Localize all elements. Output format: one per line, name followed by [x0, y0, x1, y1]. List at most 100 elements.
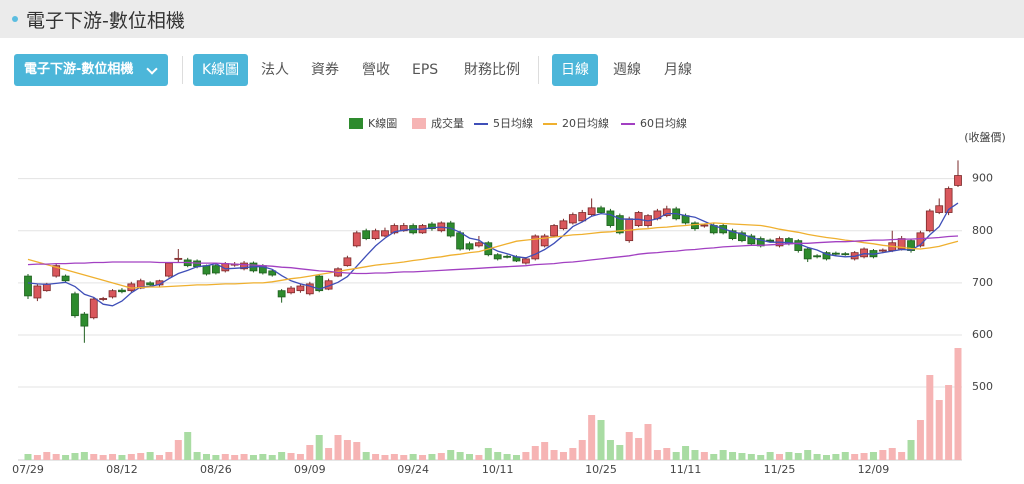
- legend-swatch: [349, 118, 363, 129]
- volume-bar: [644, 424, 652, 460]
- volume-bar: [785, 452, 793, 460]
- tab[interactable]: 財務比例: [464, 62, 520, 78]
- volume-bar: [578, 440, 586, 460]
- volume-bar: [907, 440, 915, 460]
- volume-bar: [325, 448, 333, 460]
- volume-bar: [343, 440, 351, 460]
- candle-body: [456, 232, 465, 250]
- candle-body: [381, 230, 389, 237]
- volume-bar: [813, 454, 821, 460]
- volume-bar: [80, 452, 88, 460]
- candle-body: [550, 225, 558, 237]
- candle-body: [559, 220, 568, 230]
- volume-bar: [663, 448, 671, 460]
- candle-body: [33, 285, 42, 299]
- volume-bar: [118, 455, 126, 460]
- category-dropdown[interactable]: 電子下游-數位相機: [14, 54, 168, 86]
- candle-body: [343, 257, 352, 267]
- candle-body: [99, 298, 108, 300]
- candle-body: [305, 283, 314, 295]
- tab[interactable]: 營收: [362, 62, 390, 78]
- candle-body: [831, 252, 840, 255]
- candle-body: [108, 290, 117, 298]
- candle-body: [202, 265, 211, 275]
- candle-body: [315, 275, 324, 292]
- candle-body: [578, 212, 587, 222]
- volume-bar: [240, 454, 248, 460]
- legend-label: 成交量: [431, 116, 464, 130]
- legend-label: 20日均線: [562, 116, 609, 130]
- candle-body: [587, 207, 596, 216]
- volume-bar: [146, 452, 154, 460]
- candle-body: [597, 207, 605, 213]
- moving-average-line: [27, 235, 959, 275]
- candle-body: [503, 255, 511, 258]
- candle-body: [428, 223, 436, 230]
- volume-bar: [33, 455, 41, 460]
- candle-body: [681, 215, 690, 224]
- volume-bar: [522, 452, 530, 460]
- moving-average-line: [27, 222, 959, 289]
- volume-bar: [212, 455, 220, 460]
- volume-bar: [588, 415, 596, 460]
- volume-bar: [99, 455, 107, 460]
- volume-bar: [841, 452, 849, 460]
- tab[interactable]: 法人: [261, 62, 289, 78]
- volume-bar: [757, 455, 765, 460]
- candle-body: [352, 232, 361, 247]
- x-tick-label: 10/25: [585, 463, 617, 476]
- candle-body: [80, 313, 89, 327]
- candle-body: [935, 205, 944, 213]
- volume-bar: [484, 448, 492, 460]
- tab[interactable]: 月線: [664, 62, 692, 78]
- volume-bar: [409, 454, 417, 460]
- volume-bar: [691, 450, 699, 460]
- volume-bar: [625, 432, 633, 460]
- candle-body: [493, 254, 502, 260]
- volume-bar: [710, 454, 718, 460]
- volume-bar: [888, 448, 896, 460]
- tab[interactable]: 資券: [311, 62, 339, 78]
- volume-bar: [747, 454, 755, 460]
- volume-bar: [137, 453, 145, 460]
- volume-bar: [954, 348, 962, 460]
- tab[interactable]: 週線: [613, 62, 641, 78]
- candle-body: [822, 252, 831, 260]
- volume-bar: [353, 442, 361, 460]
- volume-bar: [653, 450, 661, 460]
- volume-bar: [306, 445, 314, 460]
- volume-bar: [156, 455, 164, 460]
- volume-bar: [456, 452, 464, 460]
- x-tick-label: 11/25: [764, 463, 796, 476]
- volume-bar: [315, 435, 323, 460]
- x-tick-label: 09/09: [294, 463, 326, 476]
- candle-body: [813, 255, 821, 258]
- volume-bar: [43, 452, 51, 460]
- legend-swatch: [412, 118, 426, 129]
- tab[interactable]: 日線: [552, 54, 598, 86]
- candle-body: [390, 225, 399, 234]
- volume-bar: [794, 453, 802, 460]
- volume-bar: [447, 450, 455, 460]
- volume-bar: [428, 454, 436, 460]
- tab[interactable]: K線圖: [193, 54, 249, 86]
- volume-bar: [569, 448, 577, 460]
- dropdown-label: 電子下游-數位相機: [24, 62, 134, 77]
- volume-bar: [475, 455, 483, 460]
- candle-body: [174, 257, 183, 260]
- candle-body: [61, 275, 70, 282]
- volume-bar: [249, 455, 257, 460]
- volume-bar: [832, 454, 840, 460]
- volume-bar: [437, 453, 445, 460]
- volume-bar: [334, 435, 342, 460]
- volume-bar: [879, 450, 887, 460]
- volume-bar: [860, 453, 868, 460]
- candle-body: [146, 282, 155, 286]
- tab[interactable]: EPS: [412, 62, 439, 78]
- candle-body: [89, 298, 98, 319]
- volume-bar: [531, 446, 539, 460]
- volume-bar: [804, 450, 812, 460]
- candle-body: [700, 224, 709, 227]
- volume-bar: [935, 400, 943, 460]
